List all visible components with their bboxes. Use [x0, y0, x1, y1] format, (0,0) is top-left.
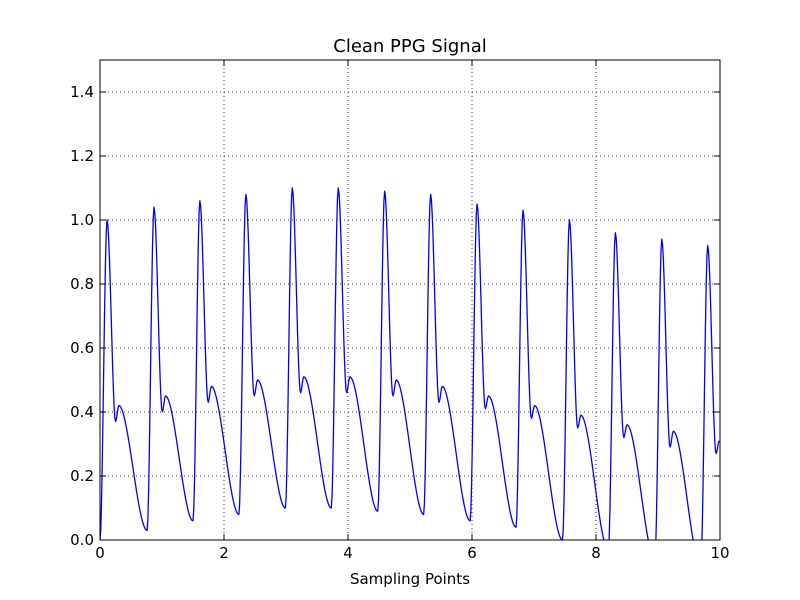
grid-lines — [100, 60, 720, 540]
x-tick-label: 10 — [710, 544, 729, 562]
x-axis-label: Sampling Points — [350, 570, 470, 588]
chart-title: Clean PPG Signal — [333, 36, 486, 57]
plot-background — [100, 60, 720, 540]
y-tick-label: 0.6 — [70, 339, 94, 357]
y-tick-label: 0.0 — [70, 531, 94, 549]
plot-frame — [99, 59, 721, 541]
x-tick-label: 0 — [95, 544, 105, 562]
y-tick-label: 0.2 — [70, 467, 94, 485]
axis-ticks — [99, 60, 721, 541]
x-tick-label: 8 — [591, 544, 601, 562]
x-tick-label: 4 — [343, 544, 353, 562]
ppg-signal-line — [100, 187, 720, 540]
y-tick-labels: 0.0 0.2 0.4 0.6 0.8 1.0 1.2 1.4 — [70, 83, 94, 549]
x-tick-label: 6 — [467, 544, 477, 562]
y-tick-label: 0.8 — [70, 275, 94, 293]
y-tick-label: 1.4 — [70, 83, 94, 101]
y-tick-label: 1.0 — [70, 211, 94, 229]
y-tick-label: 0.4 — [70, 403, 94, 421]
x-tick-labels: 0 2 4 6 8 10 — [95, 544, 729, 562]
y-tick-label: 1.2 — [70, 147, 94, 165]
x-tick-label: 2 — [219, 544, 229, 562]
